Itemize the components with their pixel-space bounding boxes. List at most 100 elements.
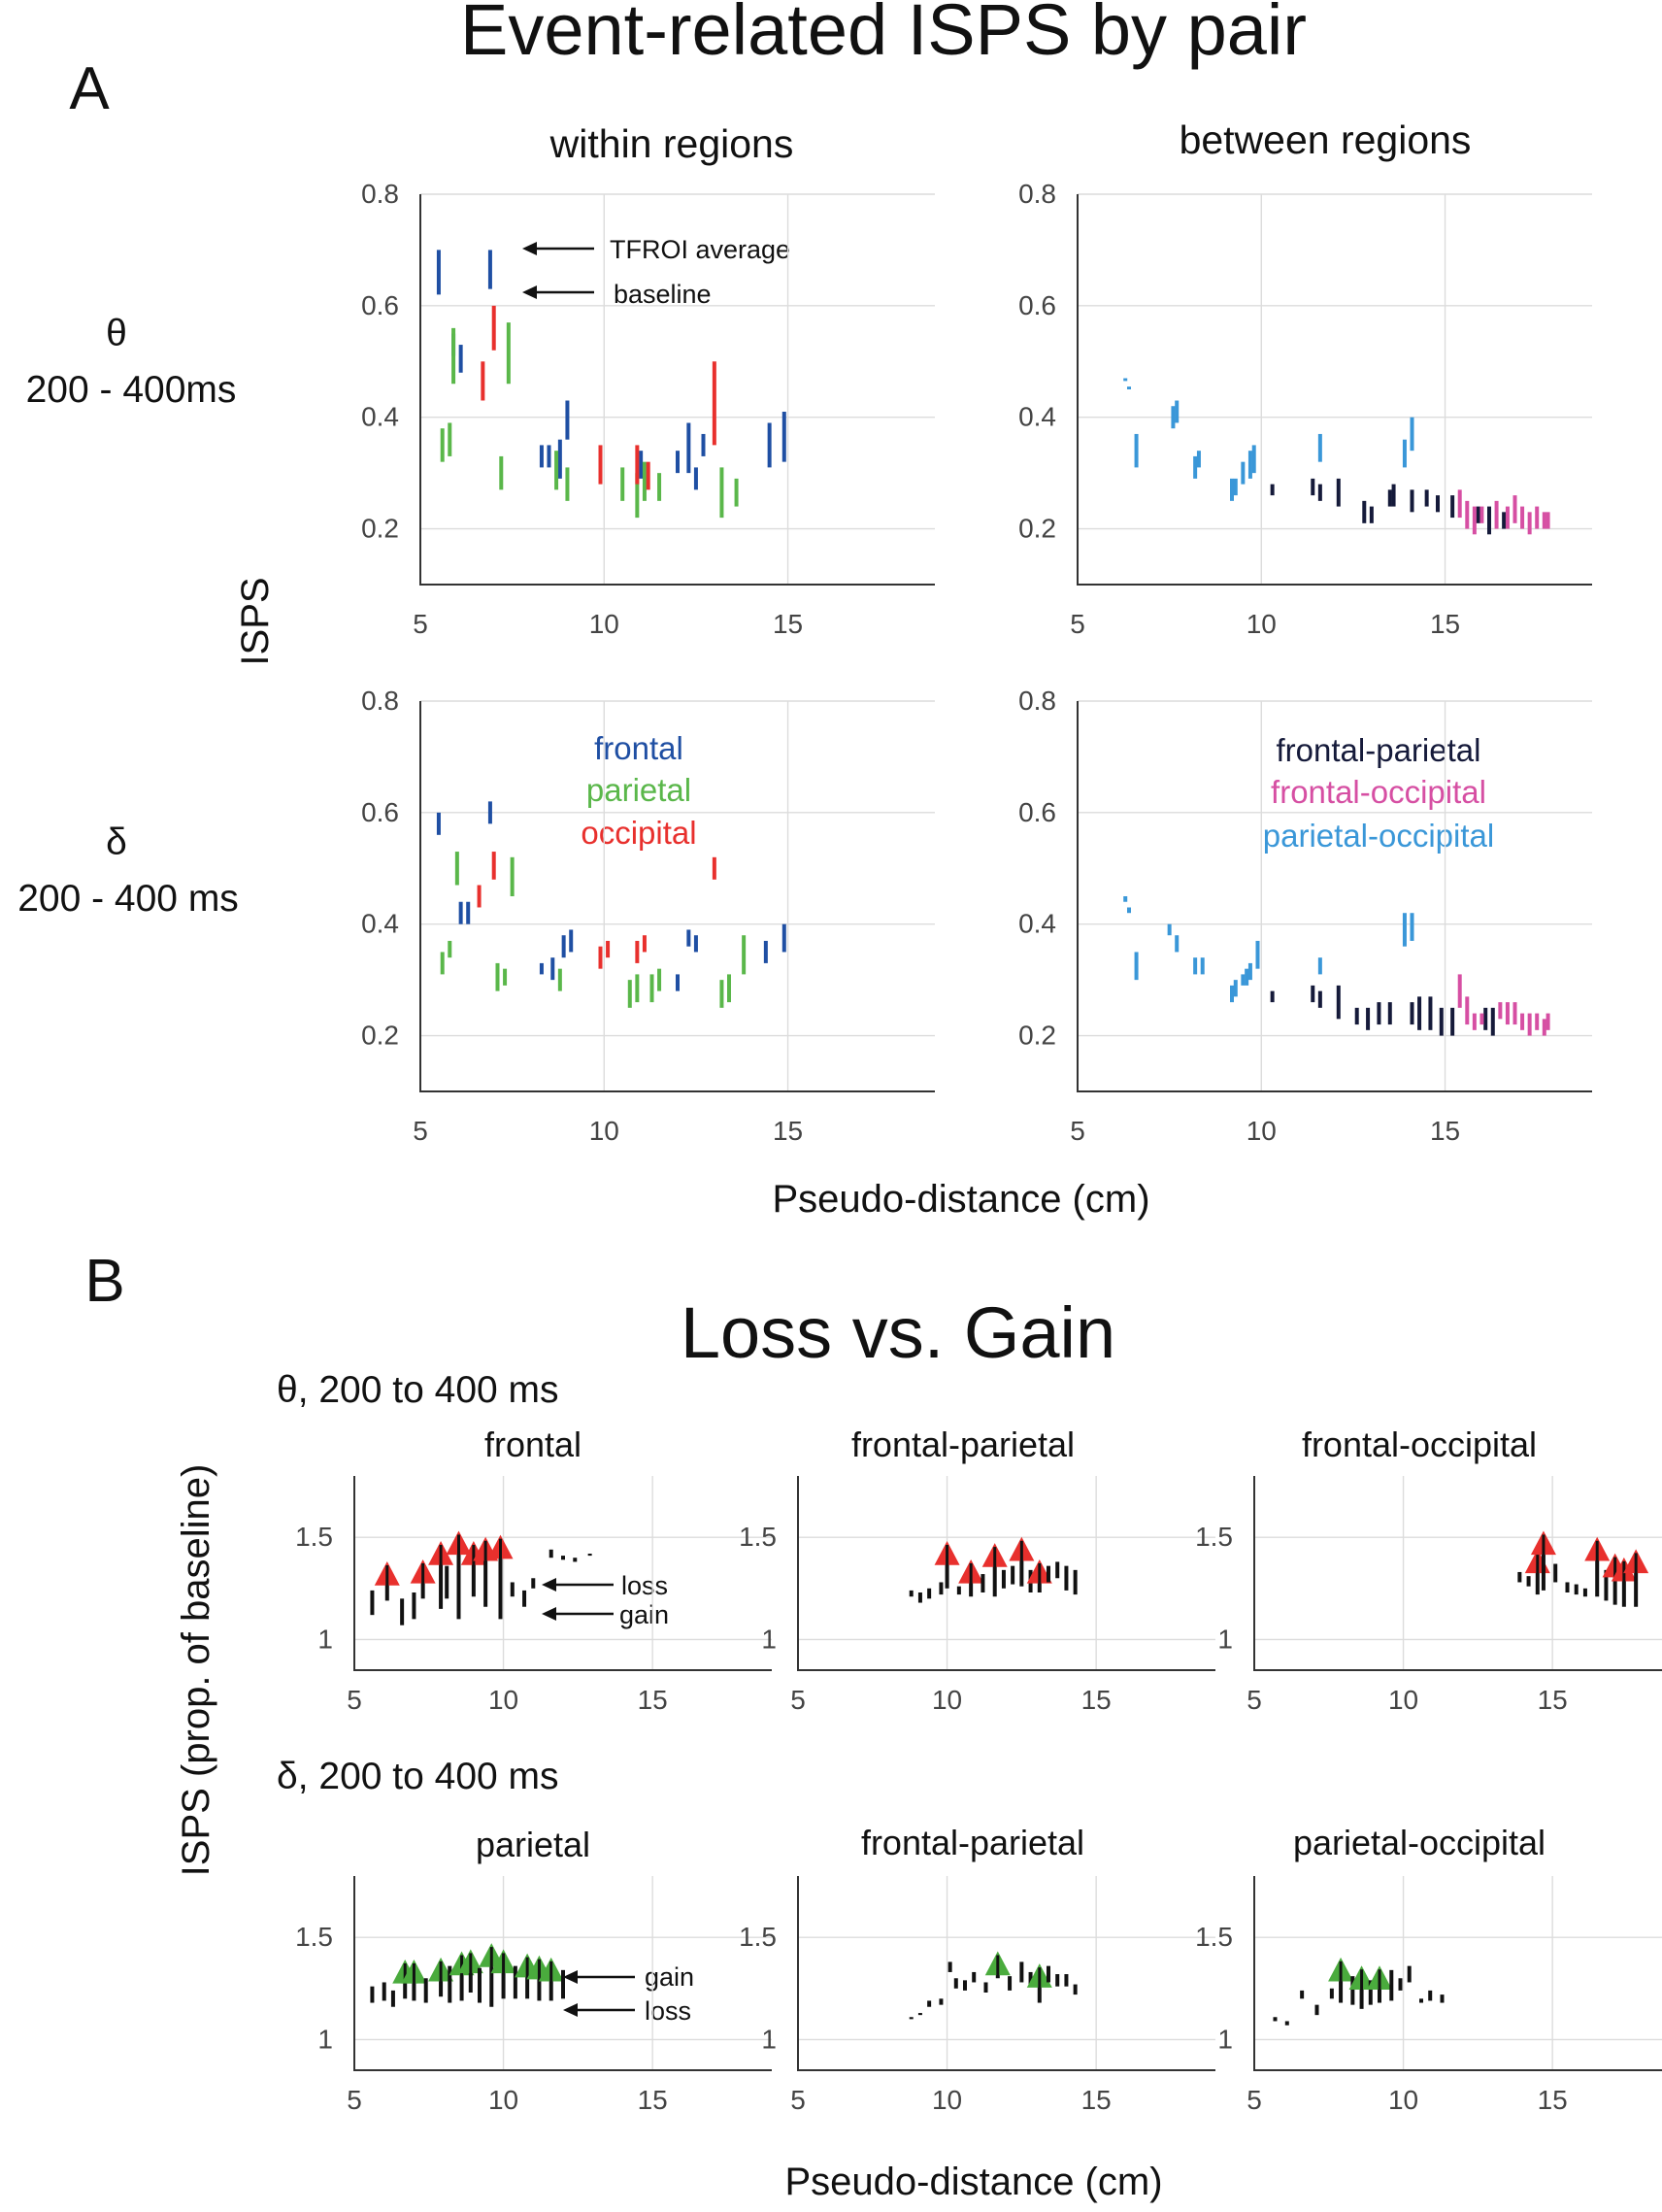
panel-b-row-label-theta: θ, 200 to 400 ms	[277, 1369, 559, 1411]
annotation-arrows-a	[522, 242, 594, 299]
x-tick-label: 5	[347, 2085, 362, 2115]
x-tick-label: 15	[1430, 609, 1460, 639]
legend-frontal: frontal	[594, 730, 683, 766]
figure-title: Event-related ISPS by pair	[460, 0, 1307, 70]
x-tick-label: 10	[488, 1685, 518, 1715]
y-tick-label: 1	[1217, 2024, 1233, 2054]
axes-frame	[353, 1476, 772, 1671]
axes-frame	[419, 701, 935, 1092]
x-tick-label: 5	[790, 1685, 806, 1715]
legend-parietal: parietal	[586, 772, 691, 808]
x-tick-label: 10	[1246, 609, 1277, 639]
x-tick-label: 5	[790, 2085, 806, 2115]
y-tick-label: 0.6	[1018, 797, 1056, 827]
panel-b-title: Loss vs. Gain	[681, 1292, 1115, 1373]
x-tick-label: 15	[1430, 1116, 1460, 1146]
annotation-baseline: baseline	[614, 280, 712, 309]
panel-a-letter: A	[69, 55, 110, 122]
subplot-A-delta-within: 5 10 15 0.2 0.4 0.6 0.8	[361, 686, 935, 1146]
x-tick-label: 15	[1081, 1685, 1112, 1715]
y-tick-label: 1	[317, 1624, 333, 1654]
x-tick-label: 5	[413, 1116, 428, 1146]
b-title-frontal-parietal-theta: frontal-parietal	[851, 1424, 1075, 1464]
x-tick-label: 10	[589, 1116, 619, 1146]
x-tick-label: 5	[413, 609, 428, 639]
axes-frame	[419, 194, 935, 586]
x-tick-label: 5	[1246, 2085, 1262, 2115]
x-tick-label: 15	[1081, 2085, 1112, 2115]
x-tick-label: 15	[638, 2085, 668, 2115]
y-tick-label: 0.2	[1018, 514, 1056, 544]
y-tick-label: 0.2	[1018, 1021, 1056, 1051]
subplot-A-delta-between: 5 10 15 0.2 0.4 0.6 0.8	[1018, 686, 1592, 1146]
panel-a-ylabel: ISPS	[234, 577, 277, 665]
y-tick-label: 0.6	[361, 290, 399, 320]
x-tick-label: 15	[773, 1116, 803, 1146]
row-label-theta-window: 200 - 400ms	[26, 369, 237, 411]
y-tick-label: 1	[317, 2024, 333, 2054]
subplot-B-theta-frontal: 5 10 15 1 1.5	[295, 1476, 772, 1715]
y-tick-label: 0.8	[361, 179, 399, 209]
axes-frame	[353, 1876, 772, 2071]
subplot-B-delta-parietal: 5 10 15 1 1.5	[295, 1876, 772, 2115]
y-tick-label: 1.5	[1195, 1922, 1233, 1952]
y-tick-label: 0.4	[361, 909, 399, 939]
y-tick-label: 1.5	[1195, 1522, 1233, 1552]
axes-frame	[1253, 1876, 1662, 2071]
x-tick-label: 15	[1538, 2085, 1568, 2115]
y-tick-label: 0.6	[361, 797, 399, 827]
x-tick-label: 5	[1070, 1116, 1085, 1146]
y-tick-label: 0.6	[1018, 290, 1056, 320]
x-tick-label: 15	[773, 609, 803, 639]
y-tick-label: 1.5	[295, 1922, 333, 1952]
y-tick-label: 1	[761, 1624, 777, 1654]
y-tick-label: 1.5	[739, 1522, 777, 1552]
x-tick-label: 5	[1246, 1685, 1262, 1715]
y-tick-label: 0.4	[1018, 402, 1056, 432]
x-tick-label: 10	[932, 2085, 962, 2115]
x-tick-label: 10	[1246, 1116, 1277, 1146]
b-title-frontal-occipital: frontal-occipital	[1302, 1424, 1537, 1464]
panel-b-letter: B	[84, 1248, 124, 1315]
x-tick-label: 10	[1388, 2085, 1418, 2115]
annotation-loss-delta: loss	[645, 1996, 691, 2026]
x-tick-label: 10	[589, 609, 619, 639]
subplot-A-theta-between: 5 10 15 0.2 0.4 0.6 0.8	[1018, 179, 1592, 639]
x-tick-label: 15	[638, 1685, 668, 1715]
row-label-delta-window: 200 - 400 ms	[17, 878, 239, 920]
y-tick-label: 1	[761, 2024, 777, 2054]
col-title-within: within regions	[549, 121, 794, 166]
b-title-parietal-occipital: parietal-occipital	[1293, 1823, 1546, 1862]
panel-b-ylabel: ISPS (prop. of baseline)	[175, 1464, 217, 1877]
axes-frame	[797, 1476, 1215, 1671]
x-tick-label: 10	[932, 1685, 962, 1715]
legend-occipital: occipital	[581, 815, 696, 851]
legend-frontal-parietal: frontal-parietal	[1277, 732, 1481, 768]
y-tick-label: 0.2	[361, 514, 399, 544]
y-tick-label: 0.4	[361, 402, 399, 432]
subplot-B-delta-frontal-parietal: 5 10 15 1 1.5	[739, 1876, 1215, 2115]
axes-frame	[1077, 701, 1592, 1092]
subplot-A-theta-within: 5 10 15 0.2 0.4 0.6 0.8	[361, 179, 935, 639]
subplot-B-theta-frontal-parietal: 5 10 15 1 1.5	[739, 1476, 1215, 1715]
x-tick-label: 5	[347, 1685, 362, 1715]
b-title-parietal: parietal	[476, 1825, 590, 1864]
row-label-theta-symbol: θ	[106, 313, 127, 354]
annotation-tfroi: TFROI average	[610, 235, 790, 264]
col-title-between: between regions	[1180, 117, 1472, 162]
annotation-arrows-b	[542, 1578, 635, 2017]
y-tick-label: 0.2	[361, 1021, 399, 1051]
y-tick-label: 1.5	[739, 1922, 777, 1952]
panel-b-xlabel: Pseudo-distance (cm)	[784, 2161, 1162, 2203]
axes-frame	[1077, 194, 1592, 586]
subplot-B-delta-parietal-occipital: 5 10 15 1 1.5	[1195, 1876, 1662, 2115]
y-tick-label: 1	[1217, 1624, 1233, 1654]
subplots: 5 10 150.20.40.60.85 10 150.20.40.60.85 10 150…	[295, 179, 1662, 2115]
row-label-delta-symbol: δ	[106, 821, 127, 863]
annotation-loss-theta: loss	[621, 1571, 668, 1600]
subplot-B-theta-frontal-occipital: 5 10 15 1 1.5	[1195, 1476, 1662, 1715]
y-tick-label: 1.5	[295, 1522, 333, 1552]
panel-b-row-label-delta: δ, 200 to 400 ms	[277, 1756, 559, 1797]
annotation-gain-theta: gain	[619, 1600, 669, 1629]
